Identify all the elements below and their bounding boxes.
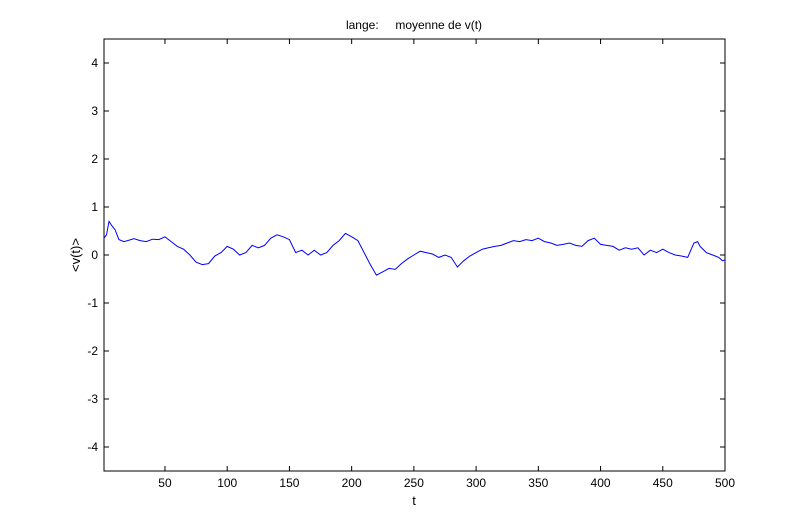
y-tick-label: -2 — [87, 344, 98, 358]
x-tick-label: 200 — [342, 476, 362, 490]
y-tick-labels: -4 -3 -2 -1 0 1 2 3 4 — [87, 56, 98, 454]
y-tick-label: 0 — [91, 248, 98, 262]
y-tick-label: -4 — [87, 440, 98, 454]
x-tick-label: 450 — [653, 476, 673, 490]
y-tick-label: -3 — [87, 392, 98, 406]
y-tick-label: 1 — [91, 200, 98, 214]
x-tick-label: 150 — [279, 476, 299, 490]
x-tick-label: 350 — [528, 476, 548, 490]
y-tick-label: 2 — [91, 152, 98, 166]
y-axis-label: <v(t)> — [68, 238, 83, 272]
x-tick-label: 400 — [591, 476, 611, 490]
chart-title: lange: moyenne de v(t) — [346, 18, 482, 32]
x-tick-label: 300 — [466, 476, 486, 490]
x-axis-label: t — [412, 493, 416, 508]
y-tick-label: 4 — [91, 56, 98, 70]
x-tick-label: 50 — [158, 476, 172, 490]
y-tick-label: 3 — [91, 104, 98, 118]
x-tick-labels: 50 100 150 200 250 300 350 400 450 500 — [158, 476, 735, 490]
x-tick-label: 100 — [217, 476, 237, 490]
x-tick-label: 500 — [715, 476, 735, 490]
series-line — [103, 220, 726, 276]
axis-ticks — [104, 39, 726, 471]
y-tick-label: -1 — [87, 296, 98, 310]
x-tick-label: 250 — [404, 476, 424, 490]
